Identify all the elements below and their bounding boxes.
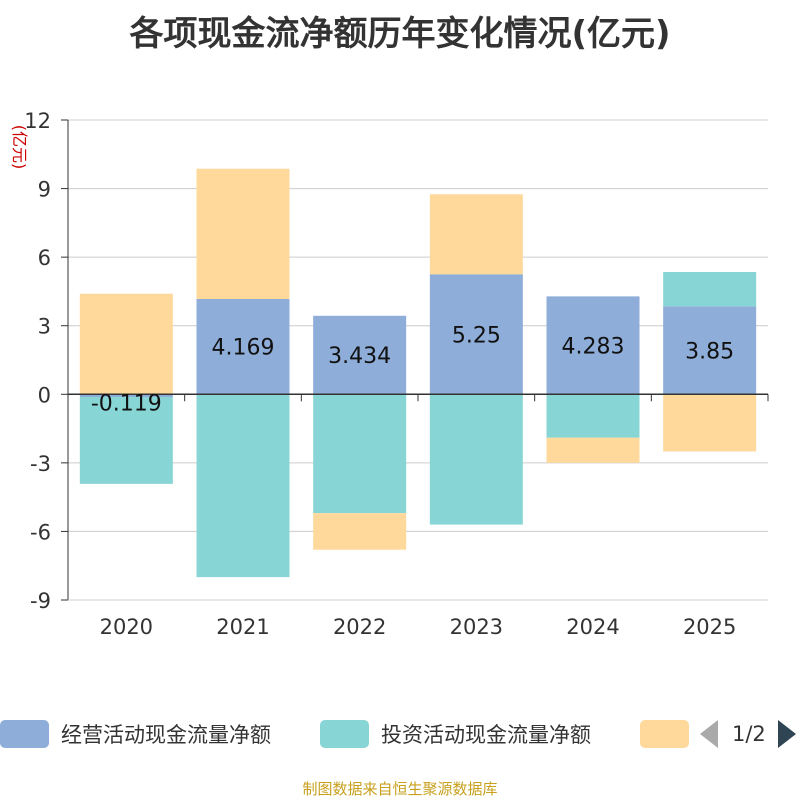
x-tick-label: 2025 — [683, 615, 736, 639]
legend-item-operating[interactable]: 经营活动现金流量净额 — [0, 716, 271, 752]
y-tick-label: 0 — [38, 383, 51, 407]
bar-data-label: 3.85 — [685, 339, 734, 364]
x-tick-label: 2023 — [450, 615, 503, 639]
bar-data-label: 3.434 — [328, 344, 391, 369]
legend: 经营活动现金流量净额 投资活动现金流量净额 1/2 — [0, 716, 800, 752]
y-tick-label: 12 — [24, 109, 51, 133]
legend-label-operating: 经营活动现金流量净额 — [61, 723, 271, 747]
bar-operating — [79, 394, 173, 398]
x-tick-label: 2024 — [566, 615, 619, 639]
bar-financing — [313, 513, 407, 550]
bar-data-label: -0.119 — [91, 391, 162, 416]
y-tick-label: 9 — [38, 178, 51, 202]
legend-page-indicator: 1/2 — [732, 722, 766, 746]
y-tick-label: 6 — [38, 246, 51, 270]
chart-title: 各项现金流净额历年变化情况(亿元) — [129, 14, 671, 54]
bar-operating — [663, 306, 757, 395]
bar-operating — [196, 298, 290, 395]
source-note: 制图数据来自恒生聚源数据库 — [302, 780, 498, 798]
x-tick-label: 2020 — [100, 615, 153, 639]
legend-swatch-operating — [0, 720, 49, 748]
y-axis-unit-label: (亿元) — [10, 125, 29, 170]
legend-item-financing[interactable] — [640, 716, 689, 752]
bar-financing — [546, 437, 640, 463]
x-tick-label: 2022 — [333, 615, 386, 639]
legend-next-page-icon[interactable] — [777, 720, 796, 748]
bar-investing — [663, 272, 757, 307]
y-tick-label: -6 — [30, 520, 51, 544]
bar-investing — [313, 394, 407, 514]
bar-operating — [546, 296, 640, 395]
bar-investing — [546, 394, 640, 438]
bar-data-label: 5.25 — [452, 323, 501, 348]
bar-data-label: 4.169 — [212, 336, 275, 361]
legend-swatch-investing — [320, 720, 369, 748]
y-tick-label: -3 — [30, 452, 51, 476]
bar-operating — [429, 274, 523, 395]
y-tick-label: 3 — [38, 315, 51, 339]
bar-data-label: 4.283 — [562, 334, 625, 359]
legend-pager: 1/2 — [700, 716, 796, 752]
bar-financing — [196, 168, 290, 299]
legend-label-investing: 投资活动现金流量净额 — [381, 723, 591, 747]
y-tick-label: -9 — [30, 589, 51, 613]
legend-swatch-financing — [640, 720, 689, 748]
stacked-bar-chart: 12 9 6 3 0 -3 -6 -9 (亿元) 2020 2021 2022 2023 2024 2025… — [10, 109, 769, 639]
bar-financing — [429, 194, 523, 275]
bar-financing — [663, 394, 757, 452]
x-tick-label: 2021 — [216, 615, 269, 639]
bar-investing — [429, 394, 523, 525]
bar-investing — [79, 397, 173, 484]
bar-financing — [79, 293, 173, 395]
bar-investing — [196, 394, 290, 578]
legend-prev-page-icon[interactable] — [700, 720, 718, 748]
bar-operating — [313, 315, 407, 395]
legend-item-investing[interactable]: 投资活动现金流量净额 — [320, 716, 591, 752]
